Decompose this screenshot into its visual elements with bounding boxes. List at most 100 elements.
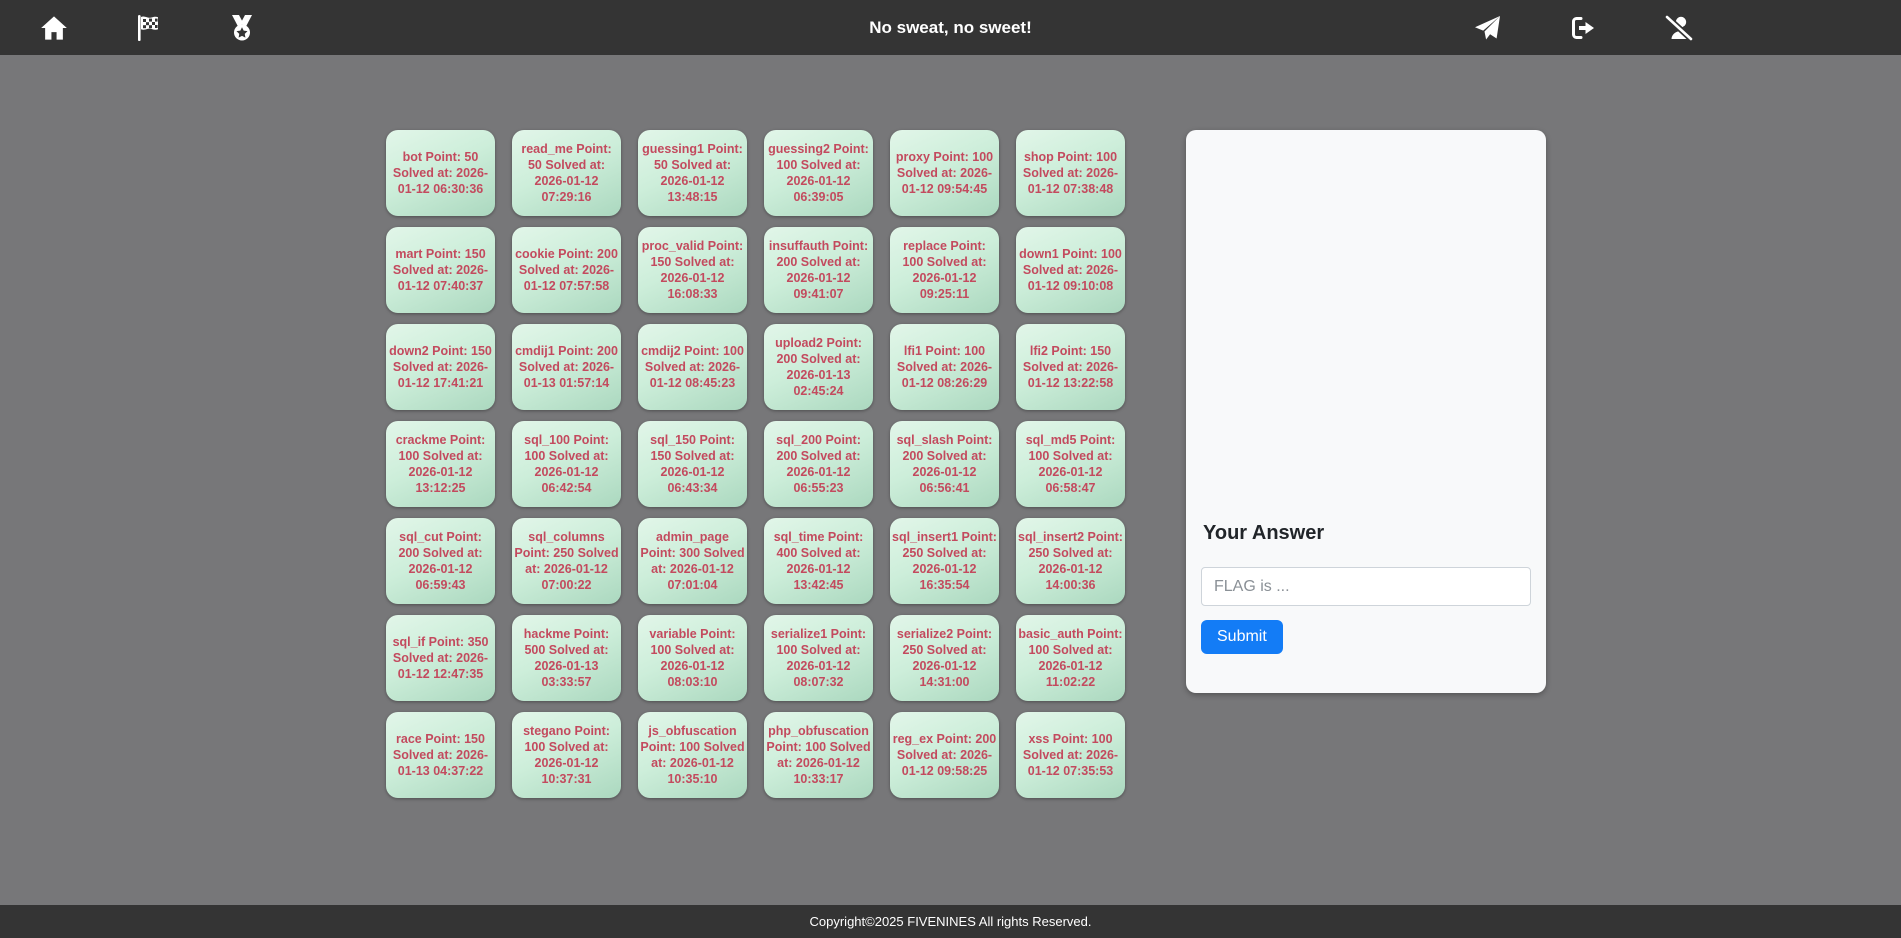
challenge-card-label: serialize2 Point: 250 Solved at: 2026-01… [896, 627, 993, 689]
challenge-card-cmdij1[interactable]: cmdij1 Point: 200 Solved at: 2026-01-13 … [512, 324, 621, 410]
challenge-card-guessing1[interactable]: guessing1 Point: 50 Solved at: 2026-01-1… [638, 130, 747, 216]
challenge-card-admin_page[interactable]: admin_page Point: 300 Solved at: 2026-01… [638, 518, 747, 604]
challenge-card-sql_columns[interactable]: sql_columns Point: 250 Solved at: 2026-0… [512, 518, 621, 604]
challenge-card-mart[interactable]: mart Point: 150 Solved at: 2026-01-12 07… [386, 227, 495, 313]
challenge-card-sql_insert1[interactable]: sql_insert1 Point: 250 Solved at: 2026-0… [890, 518, 999, 604]
challenge-card-label: lfi1 Point: 100 Solved at: 2026-01-12 08… [896, 344, 993, 390]
challenge-card-label: admin_page Point: 300 Solved at: 2026-01… [640, 530, 745, 592]
challenge-card-replace[interactable]: replace Point: 100 Solved at: 2026-01-12… [890, 227, 999, 313]
challenge-card-basic_auth[interactable]: basic_auth Point: 100 Solved at: 2026-01… [1016, 615, 1125, 701]
footer: Copyright©2025 FIVENINES All rights Rese… [0, 905, 1901, 938]
challenge-card-sql_slash[interactable]: sql_slash Point: 200 Solved at: 2026-01-… [890, 421, 999, 507]
challenge-card-sql_time[interactable]: sql_time Point: 400 Solved at: 2026-01-1… [764, 518, 873, 604]
challenge-card-label: down2 Point: 150 Solved at: 2026-01-12 1… [389, 344, 492, 390]
challenge-card-label: down1 Point: 100 Solved at: 2026-01-12 0… [1019, 247, 1122, 293]
challenge-card-serialize2[interactable]: serialize2 Point: 250 Solved at: 2026-01… [890, 615, 999, 701]
challenge-card-proc_valid[interactable]: proc_valid Point: 150 Solved at: 2026-01… [638, 227, 747, 313]
challenge-card-label: sql_md5 Point: 100 Solved at: 2026-01-12… [1025, 433, 1116, 495]
navbar-left-group [0, 11, 259, 45]
challenge-card-stegano[interactable]: stegano Point: 100 Solved at: 2026-01-12… [512, 712, 621, 798]
challenge-grid: bot Point: 50 Solved at: 2026-01-12 06:3… [386, 130, 1126, 798]
challenge-card-label: xss Point: 100 Solved at: 2026-01-12 07:… [1022, 732, 1119, 778]
challenge-card-label: sql_columns Point: 250 Solved at: 2026-0… [514, 530, 619, 592]
challenge-card-label: lfi2 Point: 150 Solved at: 2026-01-12 13… [1022, 344, 1119, 390]
answer-panel: Your Answer Submit [1186, 130, 1546, 693]
logout-icon[interactable] [1566, 11, 1600, 45]
challenge-card-label: sql_150 Point: 150 Solved at: 2026-01-12… [650, 433, 735, 495]
challenge-card-lfi1[interactable]: lfi1 Point: 100 Solved at: 2026-01-12 08… [890, 324, 999, 410]
challenge-card-label: crackme Point: 100 Solved at: 2026-01-12… [395, 433, 486, 495]
answer-panel-content: Your Answer Submit [1201, 522, 1531, 654]
challenge-card-label: mart Point: 150 Solved at: 2026-01-12 07… [392, 247, 489, 293]
navbar: No sweat, no sweet! [0, 0, 1901, 55]
challenge-card-label: sql_insert2 Point: 250 Solved at: 2026-0… [1018, 530, 1123, 592]
challenge-card-xss[interactable]: xss Point: 100 Solved at: 2026-01-12 07:… [1016, 712, 1125, 798]
main-content: bot Point: 50 Solved at: 2026-01-12 06:3… [0, 55, 1901, 905]
challenge-card-label: reg_ex Point: 200 Solved at: 2026-01-12 … [892, 732, 997, 778]
challenge-card-label: upload2 Point: 200 Solved at: 2026-01-13… [775, 336, 862, 398]
challenge-card-sql_150[interactable]: sql_150 Point: 150 Solved at: 2026-01-12… [638, 421, 747, 507]
challenge-card-race[interactable]: race Point: 150 Solved at: 2026-01-13 04… [386, 712, 495, 798]
challenge-card-label: sql_100 Point: 100 Solved at: 2026-01-12… [524, 433, 609, 495]
challenge-card-lfi2[interactable]: lfi2 Point: 150 Solved at: 2026-01-12 13… [1016, 324, 1125, 410]
flag-input[interactable] [1201, 567, 1531, 606]
submit-button[interactable]: Submit [1201, 620, 1283, 654]
challenge-card-proxy[interactable]: proxy Point: 100 Solved at: 2026-01-12 0… [890, 130, 999, 216]
challenge-card-serialize1[interactable]: serialize1 Point: 100 Solved at: 2026-01… [764, 615, 873, 701]
challenge-card-js_obfuscation[interactable]: js_obfuscation Point: 100 Solved at: 202… [638, 712, 747, 798]
home-icon[interactable] [37, 11, 71, 45]
challenge-card-php_obfuscation[interactable]: php_obfuscation Point: 100 Solved at: 20… [764, 712, 873, 798]
challenge-card-label: sql_if Point: 350 Solved at: 2026-01-12 … [392, 635, 489, 681]
challenge-card-insuffauth[interactable]: insuffauth Point: 200 Solved at: 2026-01… [764, 227, 873, 313]
medal-icon[interactable] [225, 11, 259, 45]
challenge-card-label: basic_auth Point: 100 Solved at: 2026-01… [1018, 627, 1123, 689]
challenge-card-hackme[interactable]: hackme Point: 500 Solved at: 2026-01-13 … [512, 615, 621, 701]
challenge-card-crackme[interactable]: crackme Point: 100 Solved at: 2026-01-12… [386, 421, 495, 507]
challenge-card-cmdij2[interactable]: cmdij2 Point: 100 Solved at: 2026-01-12 … [638, 324, 747, 410]
challenge-card-sql_md5[interactable]: sql_md5 Point: 100 Solved at: 2026-01-12… [1016, 421, 1125, 507]
user-slash-icon[interactable] [1662, 11, 1696, 45]
paper-plane-icon[interactable] [1470, 11, 1504, 45]
challenge-card-label: guessing2 Point: 100 Solved at: 2026-01-… [768, 142, 869, 204]
checkered-flag-icon[interactable] [131, 11, 165, 45]
navbar-right-group [1470, 11, 1696, 45]
challenge-card-label: insuffauth Point: 200 Solved at: 2026-01… [768, 239, 869, 301]
challenge-card-upload2[interactable]: upload2 Point: 200 Solved at: 2026-01-13… [764, 324, 873, 410]
challenge-card-sql_if[interactable]: sql_if Point: 350 Solved at: 2026-01-12 … [386, 615, 495, 701]
challenge-card-sql_insert2[interactable]: sql_insert2 Point: 250 Solved at: 2026-0… [1016, 518, 1125, 604]
challenge-card-label: cmdij2 Point: 100 Solved at: 2026-01-12 … [641, 344, 744, 390]
challenge-card-label: shop Point: 100 Solved at: 2026-01-12 07… [1022, 150, 1119, 196]
challenge-card-reg_ex[interactable]: reg_ex Point: 200 Solved at: 2026-01-12 … [890, 712, 999, 798]
challenge-card-read_me[interactable]: read_me Point: 50 Solved at: 2026-01-12 … [512, 130, 621, 216]
challenge-card-label: replace Point: 100 Solved at: 2026-01-12… [902, 239, 987, 301]
challenge-card-down1[interactable]: down1 Point: 100 Solved at: 2026-01-12 0… [1016, 227, 1125, 313]
challenge-card-label: sql_cut Point: 200 Solved at: 2026-01-12… [398, 530, 483, 592]
challenge-card-sql_cut[interactable]: sql_cut Point: 200 Solved at: 2026-01-12… [386, 518, 495, 604]
challenge-card-label: stegano Point: 100 Solved at: 2026-01-12… [523, 724, 610, 786]
challenge-card-sql_200[interactable]: sql_200 Point: 200 Solved at: 2026-01-12… [764, 421, 873, 507]
challenge-card-label: guessing1 Point: 50 Solved at: 2026-01-1… [642, 142, 743, 204]
challenge-card-label: sql_insert1 Point: 250 Solved at: 2026-0… [892, 530, 997, 592]
challenge-card-label: hackme Point: 500 Solved at: 2026-01-13 … [523, 627, 610, 689]
challenge-card-bot[interactable]: bot Point: 50 Solved at: 2026-01-12 06:3… [386, 130, 495, 216]
challenge-card-variable[interactable]: variable Point: 100 Solved at: 2026-01-1… [638, 615, 747, 701]
challenge-card-shop[interactable]: shop Point: 100 Solved at: 2026-01-12 07… [1016, 130, 1125, 216]
challenge-card-label: read_me Point: 50 Solved at: 2026-01-12 … [521, 142, 612, 204]
challenge-card-label: sql_slash Point: 200 Solved at: 2026-01-… [896, 433, 993, 495]
challenge-card-label: php_obfuscation Point: 100 Solved at: 20… [766, 724, 871, 786]
challenge-card-label: bot Point: 50 Solved at: 2026-01-12 06:3… [392, 150, 489, 196]
challenge-card-label: sql_time Point: 400 Solved at: 2026-01-1… [773, 530, 864, 592]
challenge-card-sql_100[interactable]: sql_100 Point: 100 Solved at: 2026-01-12… [512, 421, 621, 507]
challenge-card-label: serialize1 Point: 100 Solved at: 2026-01… [770, 627, 867, 689]
copyright-text: Copyright©2025 FIVENINES All rights Rese… [809, 914, 1092, 929]
answer-panel-title: Your Answer [1203, 522, 1325, 544]
challenge-card-label: cookie Point: 200 Solved at: 2026-01-12 … [515, 247, 618, 293]
challenge-card-label: variable Point: 100 Solved at: 2026-01-1… [649, 627, 736, 689]
challenge-card-down2[interactable]: down2 Point: 150 Solved at: 2026-01-12 1… [386, 324, 495, 410]
challenge-card-label: sql_200 Point: 200 Solved at: 2026-01-12… [776, 433, 861, 495]
challenge-card-guessing2[interactable]: guessing2 Point: 100 Solved at: 2026-01-… [764, 130, 873, 216]
challenge-card-cookie[interactable]: cookie Point: 200 Solved at: 2026-01-12 … [512, 227, 621, 313]
challenge-card-label: race Point: 150 Solved at: 2026-01-13 04… [392, 732, 489, 778]
challenge-card-label: js_obfuscation Point: 100 Solved at: 202… [640, 724, 745, 786]
